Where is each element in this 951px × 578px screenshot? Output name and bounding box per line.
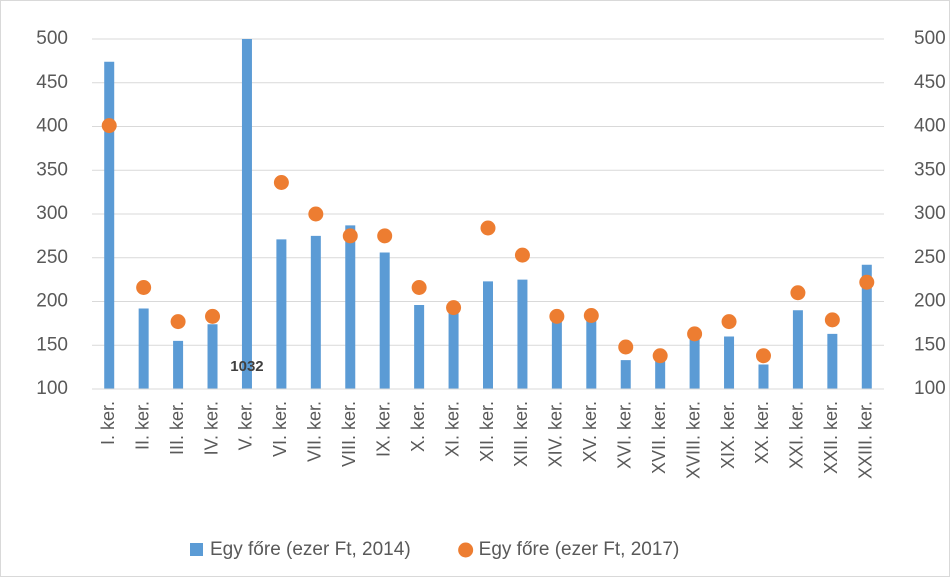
y-tick-label: 350 (36, 159, 68, 180)
x-tick-label: XIII. ker. (511, 401, 531, 467)
y-tick-label: 200 (36, 291, 68, 312)
x-tick-label: VI. ker. (270, 401, 290, 457)
x-tick-label: XXI. ker. (787, 401, 807, 469)
y2-tick-label: 400 (914, 116, 946, 137)
dot (652, 348, 668, 364)
bar (483, 281, 493, 389)
bar (758, 364, 769, 389)
x-tick-label: VIII. ker. (339, 401, 359, 467)
dot (859, 274, 875, 290)
dot (342, 228, 358, 244)
dot (170, 314, 186, 330)
y-tick-label: 250 (36, 247, 68, 268)
bar (414, 305, 425, 389)
bar (792, 310, 803, 389)
y2-tick-label: 250 (914, 247, 946, 268)
bar (138, 308, 149, 389)
x-tick-label: I. ker. (98, 401, 118, 445)
x-tick-label: XXII. ker. (821, 401, 841, 474)
bar (551, 320, 562, 389)
dot (273, 175, 289, 190)
x-tick-label: XV. ker. (580, 401, 600, 462)
y-tick-label: 400 (36, 116, 68, 137)
y2-tick-label: 200 (914, 291, 946, 312)
bar (448, 310, 459, 389)
y-tick-label: 150 (36, 334, 68, 355)
legend-swatch (190, 543, 203, 556)
bar (173, 340, 184, 389)
bar (310, 235, 321, 389)
dot (308, 206, 324, 222)
x-tick-label: XVII. ker. (649, 401, 669, 474)
bar (379, 252, 390, 389)
dot (514, 247, 530, 263)
x-tick-label: XX. ker. (752, 401, 772, 464)
x-tick-label: IX. ker. (373, 401, 393, 457)
dot (377, 228, 393, 244)
x-tick-label: XVI. ker. (614, 401, 634, 469)
x-tick-label: XI. ker. (442, 401, 462, 457)
y-tick-label: 300 (36, 203, 68, 224)
y2-tick-label: 500 (914, 28, 946, 49)
y-tick-label: 500 (36, 28, 68, 49)
bar (517, 279, 528, 389)
bar (861, 264, 872, 389)
legend-swatch (458, 542, 474, 558)
x-tick-label: XXIII. ker. (856, 401, 876, 479)
dot (446, 300, 462, 316)
x-tick-label: II. ker. (132, 401, 152, 450)
x-tick-label: IV. ker. (201, 401, 221, 455)
dot (583, 308, 599, 323)
y-tick-label: 450 (36, 72, 68, 93)
dot (824, 312, 840, 328)
y2-tick-label: 100 (914, 378, 946, 399)
dot (618, 339, 634, 355)
x-tick-label: VII. ker. (305, 401, 325, 462)
x-tick-label: X. ker. (408, 401, 428, 452)
y2-tick-label: 150 (914, 334, 946, 355)
dot (721, 314, 737, 330)
bar (620, 360, 631, 389)
bar (724, 336, 735, 389)
y2-tick-label: 350 (914, 159, 946, 180)
dot (480, 220, 496, 236)
dot (755, 348, 771, 364)
dot (205, 308, 221, 324)
y2-tick-label: 300 (914, 203, 946, 224)
y-tick-label: 100 (36, 378, 68, 399)
bar (276, 239, 287, 389)
bar (655, 360, 666, 389)
value-label: 1032 (230, 358, 263, 375)
bar (586, 320, 597, 389)
dot (790, 285, 806, 301)
dot (549, 308, 565, 324)
legend-label: Egy főre (ezer Ft, 2014) (210, 539, 411, 560)
dot (101, 118, 117, 134)
x-tick-label: III. ker. (167, 401, 187, 455)
legend-label: Egy főre (ezer Ft, 2017) (479, 539, 680, 560)
x-tick-label: XII. ker. (477, 401, 497, 462)
bar (241, 39, 252, 389)
bar (827, 333, 838, 389)
x-tick-label: V. ker. (236, 401, 256, 450)
dot (687, 326, 703, 342)
bar (104, 61, 115, 389)
bar (345, 225, 356, 389)
bar (207, 324, 218, 389)
x-tick-label: XIV. ker. (546, 401, 566, 467)
x-tick-label: XIX. ker. (718, 401, 738, 469)
dot (411, 280, 427, 295)
dot (136, 280, 152, 295)
bar (689, 336, 700, 389)
plot-area (101, 39, 875, 389)
y2-tick-label: 450 (914, 72, 946, 93)
x-tick-label: XVIII. ker. (683, 401, 703, 479)
